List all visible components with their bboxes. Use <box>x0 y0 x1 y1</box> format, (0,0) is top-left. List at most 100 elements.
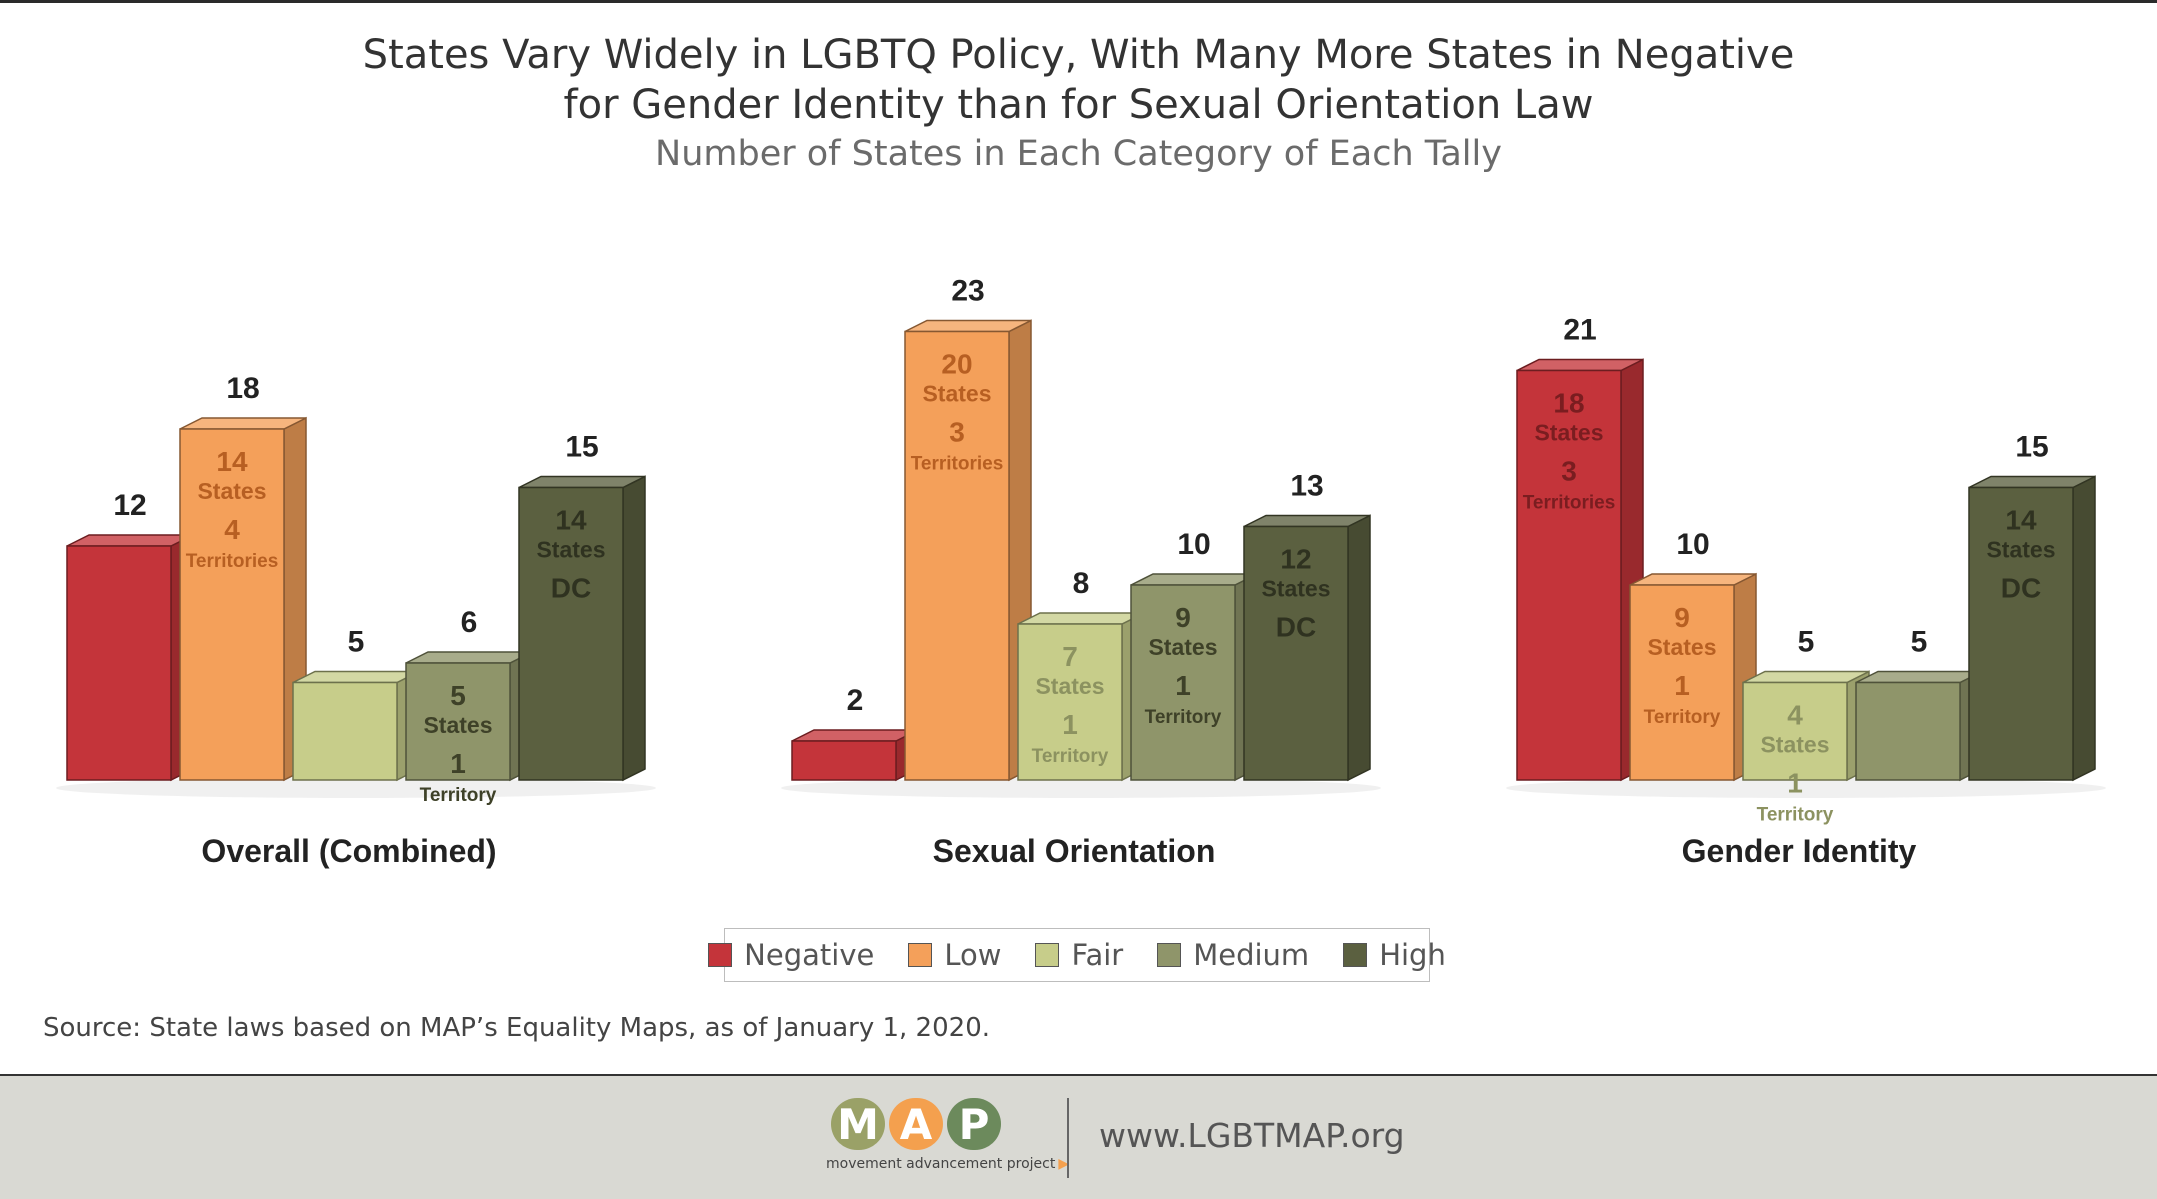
group-label: Overall (Combined) <box>201 833 496 869</box>
bar-value-label: 23 <box>951 275 984 308</box>
bar-value-label: 13 <box>1290 470 1323 503</box>
bar-top <box>519 477 645 488</box>
bar-value-label: 8 <box>1073 567 1090 600</box>
bar-inner-label: 1 <box>1787 768 1803 799</box>
bar-inner-label: States <box>197 478 266 504</box>
bar-value-label: 6 <box>461 606 478 639</box>
bar-value-label: 5 <box>1911 626 1928 659</box>
logo-tagline-text: movement advancement project <box>826 1156 1055 1172</box>
group-label: Sexual Orientation <box>933 833 1216 869</box>
floor-shadow <box>1506 778 2106 798</box>
bar-value-label: 5 <box>348 626 365 659</box>
bar-side <box>623 477 645 781</box>
bar-group-1: 22320States3Territories87States1Territor… <box>781 275 1381 870</box>
bar-inner-label: Territory <box>1644 707 1721 728</box>
bar-top <box>67 535 193 546</box>
bar-inner-label: 3 <box>949 417 965 448</box>
bar-top <box>905 321 1031 332</box>
bar-chart: 121814States4Territories565States1Territ… <box>0 0 2157 920</box>
logo-letter: M <box>831 1098 885 1150</box>
legend-label: Negative <box>744 938 874 972</box>
bar-value-label: 5 <box>1798 626 1815 659</box>
bar-inner-label: States <box>1986 537 2055 563</box>
bar-value-label: 10 <box>1177 528 1210 561</box>
bar-inner-label: Territory <box>1757 805 1834 826</box>
bar <box>67 546 171 780</box>
bar-inner-label: Territories <box>1523 493 1616 514</box>
bar-inner-label: States <box>1647 634 1716 660</box>
bar-inner-label: Territories <box>911 454 1004 475</box>
bar-value-label: 21 <box>1563 314 1596 347</box>
footer-divider <box>1067 1098 1069 1178</box>
bar-inner-label: 3 <box>1561 456 1577 487</box>
bar-inner-label: 1 <box>1175 670 1191 701</box>
bar-group-2: 2118States3Territories109States1Territor… <box>1506 314 2106 870</box>
bar-top <box>293 672 419 683</box>
bar-top <box>1244 516 1370 527</box>
bar-inner-label: Territory <box>1145 707 1222 728</box>
bar-inner-label: 20 <box>941 349 972 380</box>
bar-top <box>1131 574 1257 585</box>
bar-inner-label: 14 <box>555 505 587 536</box>
bar-inner-label: States <box>1148 634 1217 660</box>
bar-inner-label: Territories <box>186 551 279 572</box>
bar-inner-label: 14 <box>216 446 248 477</box>
bar-inner-label: 7 <box>1062 641 1078 672</box>
bar-side <box>1348 516 1370 781</box>
legend-label: Low <box>944 938 1001 972</box>
bar-inner-label: DC <box>551 573 591 604</box>
legend-item: Medium <box>1157 938 1309 972</box>
bar-inner-label: Territory <box>1032 746 1109 767</box>
legend-label: Fair <box>1071 938 1123 972</box>
legend-item: Fair <box>1035 938 1123 972</box>
bar <box>293 683 397 781</box>
bar-value-label: 10 <box>1676 528 1709 561</box>
bar-top <box>1517 360 1643 371</box>
chart-legend: Negative Low Fair Medium High <box>724 928 1430 982</box>
bar-side <box>2073 477 2095 781</box>
bar-inner-label: States <box>1534 420 1603 446</box>
bar-top <box>1856 672 1982 683</box>
bar-inner-label: 1 <box>1674 670 1690 701</box>
legend-item: Low <box>908 938 1001 972</box>
bar-top <box>1969 477 2095 488</box>
legend-label: High <box>1379 938 1446 972</box>
source-note: Source: State laws based on MAP’s Equali… <box>43 1013 990 1043</box>
bar-inner-label: DC <box>2001 573 2041 604</box>
legend-swatch <box>1157 943 1181 967</box>
bar-top <box>406 652 532 663</box>
bar-inner-label: Territory <box>420 785 497 806</box>
legend-item: High <box>1343 938 1446 972</box>
bar-inner-label: DC <box>1276 612 1316 643</box>
legend-item: Negative <box>708 938 874 972</box>
legend-label: Medium <box>1193 938 1309 972</box>
bar-inner-label: 4 <box>224 514 240 545</box>
bar-inner-label: States <box>1261 576 1330 602</box>
bar-inner-label: 14 <box>2005 505 2037 536</box>
bar-inner-label: 9 <box>1175 602 1191 633</box>
bar-top <box>1018 613 1144 624</box>
logo-letter: A <box>889 1098 943 1150</box>
bar-inner-label: States <box>536 537 605 563</box>
bar-top <box>1630 574 1756 585</box>
legend-swatch <box>708 943 732 967</box>
legend-swatch <box>908 943 932 967</box>
bar-value-label: 2 <box>847 684 864 717</box>
bar-value-label: 15 <box>565 431 598 464</box>
bar-top <box>1743 672 1869 683</box>
bar-inner-label: States <box>423 712 492 738</box>
floor-shadow <box>56 778 656 798</box>
legend-swatch <box>1343 943 1367 967</box>
bar-top <box>180 418 306 429</box>
bar-inner-label: States <box>922 381 991 407</box>
bar-top <box>792 730 918 741</box>
bar-inner-label: 12 <box>1280 544 1311 575</box>
bar-value-label: 15 <box>2015 431 2048 464</box>
bar-inner-label: 4 <box>1787 700 1803 731</box>
bar <box>792 741 896 780</box>
logo-tagline: movement advancement project ▶ <box>826 1156 1036 1172</box>
bar-value-label: 18 <box>226 372 259 405</box>
website-link[interactable]: www.LGBTMAP.org <box>1099 1116 1405 1155</box>
